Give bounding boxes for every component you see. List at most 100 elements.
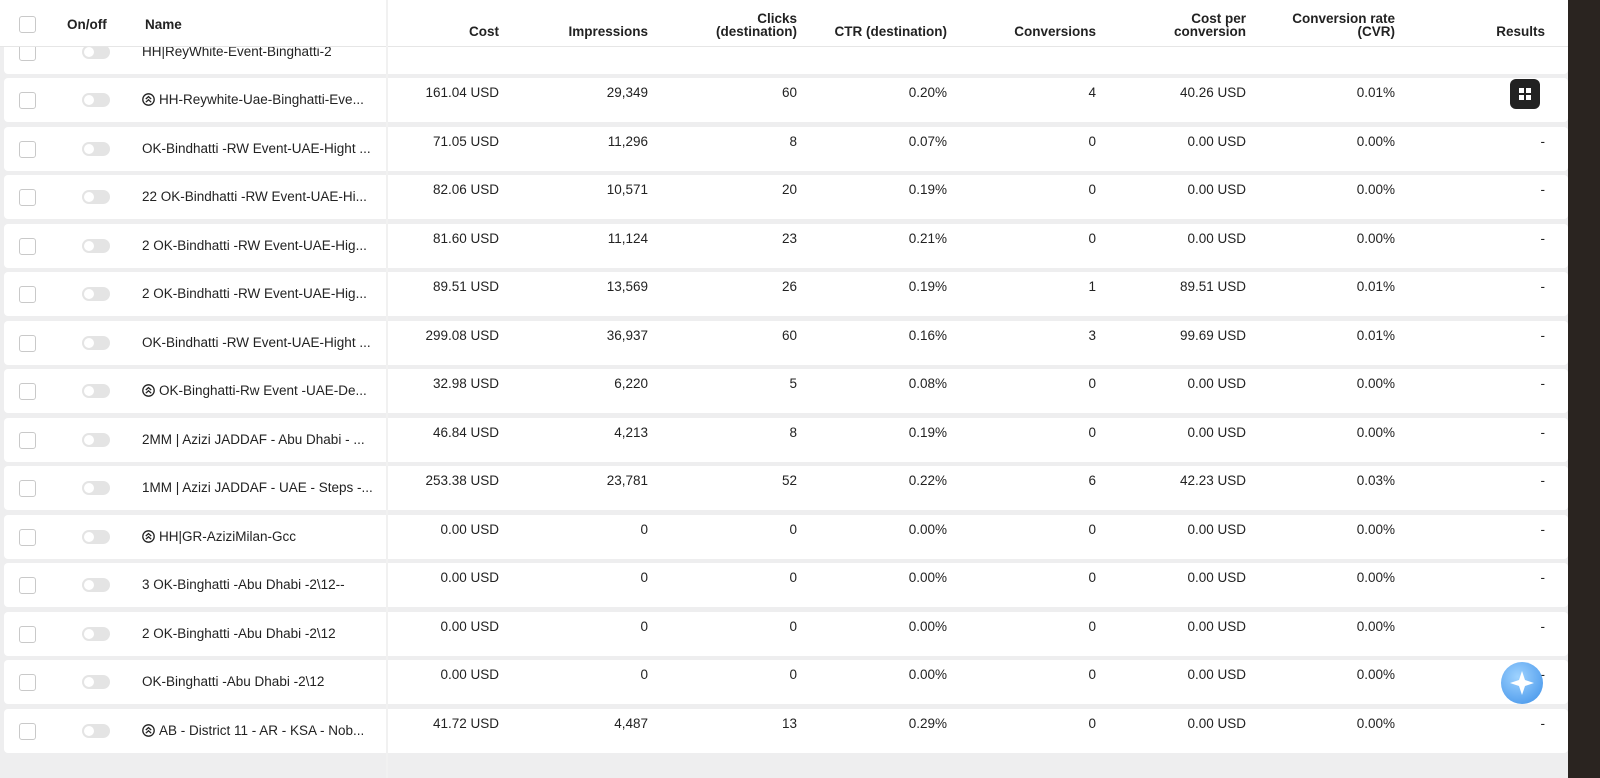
status-toggle[interactable]	[82, 481, 110, 495]
metric-cell: 0.00 USD	[440, 570, 499, 585]
metric-cell: 0	[789, 618, 797, 634]
metric-cell: 0.01%	[1356, 279, 1395, 294]
row-checkbox[interactable]	[19, 674, 36, 691]
campaign-name[interactable]: HH-Reywhite-Uae-Binghatti-Eve...	[159, 92, 364, 107]
status-toggle[interactable]	[82, 578, 110, 592]
campaign-name[interactable]: OK-Bindhatti -RW Event-UAE-Hight ...	[142, 334, 371, 350]
column-header: Cost	[469, 24, 499, 39]
table-row: OK-Bindhatti -RW Event-UAE-Hight ... 299.…	[4, 320, 1568, 365]
status-toggle[interactable]	[82, 93, 110, 107]
status-toggle[interactable]	[82, 141, 110, 156]
row-checkbox[interactable]	[19, 140, 36, 158]
metric-cell: 60	[781, 85, 797, 100]
metric-cell: 0	[1088, 667, 1096, 682]
row-checkbox[interactable]	[19, 189, 36, 206]
column-header: CTR (destination)	[834, 24, 948, 39]
status-toggle[interactable]	[82, 432, 110, 447]
metric-cell: 29,349	[606, 85, 648, 100]
metric-cell: 0	[1088, 715, 1096, 731]
campaign-name[interactable]: HH|GR-AziziMilan-Gcc	[159, 528, 297, 544]
metric-cell: 1	[1088, 279, 1096, 294]
status-toggle[interactable]	[82, 238, 110, 253]
grid-icon-button[interactable]	[1510, 79, 1540, 109]
column-header: Name	[145, 17, 182, 32]
metric-cell: 60	[781, 327, 797, 343]
metric-cell: 42.23 USD	[1179, 473, 1246, 488]
column-header: Results	[1496, 24, 1545, 39]
metric-cell: 0.00 USD	[440, 521, 499, 537]
status-toggle[interactable]	[82, 723, 110, 738]
metric-cell: 0.00%	[1356, 376, 1395, 391]
metric-cell: 71.05 USD	[432, 133, 499, 149]
metric-cell: 0	[640, 618, 648, 634]
status-toggle[interactable]	[82, 287, 110, 301]
metric-cell: 0.00 USD	[1187, 424, 1246, 440]
metric-cell: 0	[640, 521, 648, 537]
campaign-name[interactable]: OK-Binghatti -Abu Dhabi -2\12	[142, 674, 325, 689]
metric-cell: 0.00 USD	[1187, 667, 1246, 682]
metric-cell: 0.00 USD	[1187, 618, 1246, 634]
status-toggle[interactable]	[82, 675, 110, 689]
status-toggle[interactable]	[82, 529, 110, 544]
metric-cell: 0.00%	[1356, 133, 1395, 149]
metric-cell: 0.01%	[1356, 327, 1395, 343]
row-checkbox[interactable]	[19, 577, 36, 594]
status-toggle[interactable]	[82, 190, 110, 204]
metric-cell: 0.00%	[1356, 424, 1395, 440]
metric-cell: 26	[781, 279, 797, 294]
metric-cell: 11,124	[607, 230, 648, 246]
status-toggle[interactable]	[82, 384, 110, 398]
campaign-name[interactable]: 2 OK-Bindhatti -RW Event-UAE-Hig...	[142, 237, 367, 253]
campaign-name[interactable]: OK-Bindhatti -RW Event-UAE-Hight ...	[142, 140, 371, 156]
campaign-name[interactable]: 22 OK-Bindhatti -RW Event-UAE-Hi...	[142, 189, 367, 204]
metric-cell: 0.19%	[908, 424, 947, 440]
metric-cell: -	[1540, 376, 1546, 391]
metric-cell: 4	[1088, 85, 1096, 100]
campaign-name[interactable]: 3 OK-Binghatti -Abu Dhabi -2\12--	[142, 577, 345, 592]
campaign-name[interactable]: AB - District 11 - AR - KSA - Nob...	[159, 722, 365, 738]
metric-cell: 11,296	[607, 133, 648, 149]
metric-cell: 0	[1088, 182, 1096, 197]
column-header: Impressions	[568, 24, 648, 39]
campaign-name[interactable]: 1MM | Azizi JADDAF - UAE - Steps -...	[142, 480, 373, 495]
row-checkbox[interactable]	[19, 237, 36, 255]
status-toggle[interactable]	[82, 335, 110, 350]
metric-cell: 0.03%	[1356, 473, 1395, 488]
metric-cell: 0.00 USD	[1187, 715, 1246, 731]
campaign-name[interactable]: 2 OK-Bindhatti -RW Event-UAE-Hig...	[142, 286, 367, 301]
metric-cell: 0.00 USD	[1187, 133, 1246, 149]
campaign-name[interactable]: OK-Binghatti-Rw Event -UAE-De...	[159, 383, 367, 398]
row-checkbox[interactable]	[19, 625, 36, 643]
metric-cell: 0.00 USD	[440, 667, 499, 682]
metric-cell: -	[1540, 570, 1546, 585]
row-checkbox[interactable]	[19, 722, 36, 740]
metric-cell: 32.98 USD	[432, 376, 499, 391]
boost-icon	[142, 723, 155, 737]
status-toggle[interactable]	[82, 45, 110, 59]
campaign-name[interactable]: 2MM | Azizi JADDAF - Abu Dhabi - ...	[142, 431, 365, 447]
select-all-checkbox[interactable]	[19, 16, 36, 33]
metric-cell: 0.00 USD	[1187, 182, 1246, 197]
metric-cell: -	[1540, 618, 1546, 634]
metric-cell: 0	[1088, 521, 1096, 537]
status-toggle[interactable]	[82, 626, 110, 641]
campaign-name[interactable]: 2 OK-Binghatti -Abu Dhabi -2\12	[142, 625, 336, 641]
row-checkbox[interactable]	[19, 383, 36, 400]
table-row: 1MM | Azizi JADDAF - UAE - Steps -... 253…	[4, 466, 1568, 510]
metric-cell: -	[1540, 279, 1546, 294]
metric-cell: 4,487	[614, 715, 648, 731]
row-checkbox[interactable]	[19, 528, 36, 546]
metric-cell: 82.06 USD	[432, 182, 499, 197]
row-checkbox[interactable]	[19, 480, 36, 497]
metric-cell: 0.20%	[908, 85, 947, 100]
metric-cell: -	[1540, 715, 1546, 731]
metric-cell: 0.00%	[1356, 182, 1395, 197]
row-checkbox[interactable]	[19, 286, 36, 303]
boost-icon	[142, 384, 155, 397]
metric-cell: 0.19%	[908, 182, 947, 197]
row-checkbox[interactable]	[19, 92, 36, 109]
row-checkbox[interactable]	[19, 334, 36, 352]
row-checkbox[interactable]	[19, 431, 36, 449]
assistant-button[interactable]	[1501, 662, 1543, 704]
